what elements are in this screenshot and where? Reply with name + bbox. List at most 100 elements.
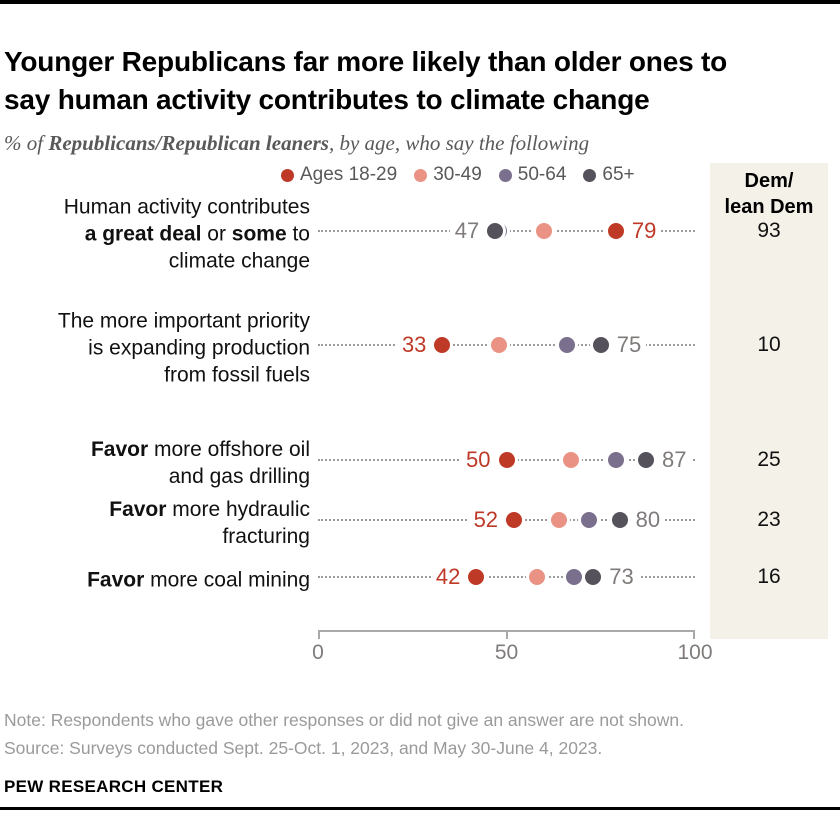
title-line-2: say human activity contributes to climat…: [4, 83, 650, 115]
data-dot: [607, 223, 624, 239]
row-label-segment: climate change: [168, 249, 310, 273]
axis-tick: [318, 632, 320, 639]
value-label: 50: [461, 447, 496, 473]
row-label-segment: more offshore oil: [148, 438, 310, 461]
value-label: 87: [656, 447, 692, 473]
dem-value: 93: [757, 219, 781, 242]
row-label-line: Favor more offshore oil: [0, 436, 310, 463]
value-label: 80: [630, 507, 666, 533]
data-dot: [434, 337, 451, 353]
row-label: Favor more hydraulic fracturing: [0, 496, 310, 550]
row-label-segment: from fossil fuels: [164, 363, 310, 387]
chart-note: Note: Respondents who gave other respons…: [4, 709, 684, 730]
value-label: 79: [626, 218, 662, 244]
row-label-line: The more important priority: [0, 308, 310, 335]
row-label-segment: Favor: [109, 498, 167, 521]
dem-value: 10: [757, 333, 781, 356]
row-label-line: climate change: [0, 248, 310, 275]
legend-dot-icon: [414, 168, 428, 182]
legend-label: Ages 18-29: [300, 164, 398, 185]
dem-panel-header-line1: Dem/: [744, 170, 794, 192]
row-label: Favor more coal mining: [0, 567, 310, 594]
data-dot: [558, 337, 575, 353]
data-dot: [581, 512, 598, 528]
row-label-line: is expanding production: [0, 335, 310, 362]
legend-item: 50-64: [498, 164, 567, 186]
dem-panel: [710, 163, 828, 639]
legend-item: Ages 18-29: [281, 164, 397, 186]
title-line-1: Younger Republicans far more likely than…: [4, 45, 728, 77]
top-rule: [0, 0, 840, 4]
axis-tick-label: 100: [677, 641, 713, 664]
data-dot: [637, 452, 654, 468]
data-dot: [562, 452, 579, 468]
legend-label: 65+: [602, 164, 635, 185]
axis-tick-label: 50: [494, 641, 519, 664]
value-label: 42: [430, 564, 466, 590]
data-dot: [607, 452, 624, 468]
row-label-segment: some: [231, 222, 287, 246]
row-label-line: and gas drilling: [0, 463, 310, 490]
data-dot: [468, 569, 485, 585]
row-label-segment: more coal mining: [144, 568, 310, 592]
row-label-line: Favor more coal mining: [0, 567, 310, 594]
value-label: 75: [611, 332, 647, 358]
row-label-line: from fossil fuels: [0, 362, 310, 389]
legend-dot-icon: [583, 168, 597, 182]
row-label-line: Favor more hydraulic: [0, 496, 310, 523]
value-label: 47: [449, 218, 485, 244]
dem-panel-header: Dem/lean Dem: [710, 168, 828, 220]
legend-dot-icon: [498, 168, 512, 182]
x-axis: [318, 630, 695, 640]
chart-source: Source: Surveys conducted Sept. 25-Oct. …: [4, 737, 603, 758]
row-label-segment: and gas drilling: [168, 465, 310, 488]
subtitle-suffix: , by age, who say the following: [328, 131, 590, 155]
row-label: Favor more offshore oil and gas drilling: [0, 436, 310, 490]
data-dot: [490, 337, 507, 353]
data-dot: [528, 569, 545, 585]
row-label-line: fracturing: [0, 523, 310, 550]
subtitle-prefix: % of: [4, 131, 49, 155]
subtitle-bold: Republicans/Republican leaners: [48, 131, 329, 155]
legend-label: 50-64: [517, 164, 567, 185]
value-label: 33: [396, 332, 432, 358]
brand-pew-research-center: PEW RESEARCH CENTER: [4, 777, 224, 796]
data-dot: [592, 337, 609, 353]
row-label-segment: a great deal: [84, 222, 202, 246]
row-label-line: Human activity contributes: [0, 194, 310, 221]
row-label-segment: Favor: [87, 568, 145, 592]
axis-tick: [693, 632, 695, 639]
legend-label: 30-49: [433, 164, 482, 185]
legend-item: 30-49: [414, 164, 482, 186]
row-label-segment: The more important priority: [57, 309, 310, 333]
value-label: 52: [468, 507, 504, 533]
dem-value: 23: [757, 508, 781, 531]
data-dot: [566, 569, 583, 585]
value-label: 73: [604, 564, 639, 590]
legend: Ages 18-29 30-49 50-64 65+: [281, 164, 635, 186]
axis-tick: [505, 632, 508, 639]
dem-value: 16: [757, 565, 781, 588]
data-dot: [611, 512, 628, 528]
row-label-segment: or: [201, 222, 232, 246]
row-label-segment: is expanding production: [88, 336, 310, 360]
data-dot: [506, 512, 523, 528]
data-dot: [585, 569, 602, 585]
dem-value: 25: [757, 448, 781, 471]
data-dot: [536, 223, 553, 239]
page-title: Younger Republicans far more likely than…: [4, 43, 838, 119]
data-dot: [551, 512, 568, 528]
legend-item: 65+: [583, 164, 635, 186]
axis-tick-label: 0: [312, 641, 324, 664]
leader-line: [318, 576, 695, 578]
data-dot: [498, 452, 515, 468]
dem-panel-header-line2: lean Dem: [724, 196, 814, 218]
row-label-segment: more hydraulic: [166, 498, 310, 521]
legend-dot-icon: [281, 168, 294, 182]
row-label: The more important priority is expanding …: [0, 308, 310, 389]
row-label: Human activity contributes a great deal o…: [0, 194, 310, 275]
chart-subtitle: % of Republicans/Republican leaners, by …: [4, 131, 804, 156]
row-label-segment: Human activity contributes: [63, 195, 310, 219]
row-label-segment: to: [286, 222, 310, 246]
